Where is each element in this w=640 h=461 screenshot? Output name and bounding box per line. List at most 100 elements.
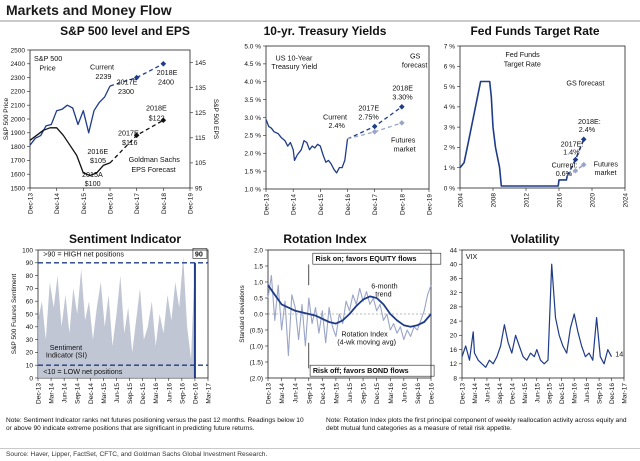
series-line (29, 127, 111, 177)
y-tick-label: 16 (450, 347, 458, 354)
y-tick-label: 2.0 % (244, 151, 261, 158)
annotation-label: US 10-Year (276, 53, 313, 62)
series-marker (133, 132, 140, 139)
plot-frame (461, 249, 625, 379)
y-tick-label: 44 (450, 247, 458, 254)
y-tick-label: 1700 (11, 158, 26, 165)
series-marker (572, 167, 579, 174)
y-tick-label: 1.0 % (244, 186, 261, 193)
annotation-label: <10 = LOW net positions (43, 367, 123, 376)
x-tick-label: 2012 (524, 193, 531, 208)
annotation-label: 2018E: (578, 117, 601, 126)
annotation-label: $105 (90, 156, 106, 165)
annotation-label: 2017E (117, 78, 138, 87)
y-tick-label: 1900 (11, 130, 26, 137)
y-tick-label: 32 (450, 290, 458, 297)
annotation-label: $116 (122, 138, 137, 147)
x-tick-label: Mar-17 (622, 383, 629, 404)
series-marker (580, 136, 587, 143)
y-tick-label: 5 % (444, 84, 455, 91)
annotation-label: 90 (195, 249, 203, 258)
series-marker (160, 117, 167, 124)
x-tick-label: Dec-13 (460, 383, 467, 404)
series-line (461, 263, 613, 368)
annotation-label: trend (375, 289, 391, 298)
annotation-label: Sentiment (50, 343, 82, 352)
y-tick-label: 2500 (11, 47, 26, 54)
y2-tick-label: 105 (195, 160, 206, 167)
panel-title-fedfunds: Fed Funds Target Rate (470, 24, 600, 38)
y-tick-label: 40 (450, 262, 458, 269)
y-tick-label: 100 (22, 247, 33, 254)
x-tick-label: 2008 (491, 193, 498, 208)
annotation-label: 2018E (392, 84, 413, 93)
annotation-label: 14 (615, 350, 623, 359)
x-tick-label: Dec-14 (88, 383, 95, 404)
series-line (267, 275, 432, 357)
series-marker (371, 123, 378, 130)
annotation-label: 0.6% (556, 169, 573, 178)
annotation-label: Goldman Sachs (129, 155, 181, 164)
annotation-label: Current: (552, 161, 578, 170)
series-marker (133, 74, 140, 81)
y-tick-label: 0.5 (254, 295, 263, 302)
y-tick-label: 0 % (444, 185, 455, 192)
plot-frame (459, 45, 626, 189)
y-tick-label: 1500 (11, 185, 26, 192)
x-tick-label: Dec-15 (140, 383, 147, 404)
annotation-label: Fed Funds (505, 50, 540, 59)
x-tick-label: Dec-18 (399, 194, 406, 215)
x-tick-label: Dec-17 (372, 194, 379, 215)
y-tick-label: 40 (26, 324, 34, 331)
annotation-label: Target Rate (504, 59, 541, 68)
y-tick-label: 5.0 % (244, 43, 261, 50)
series-marker (399, 103, 405, 110)
annotation-label: $100 (85, 179, 101, 188)
x-tick-label: Sep-15 (361, 383, 368, 404)
y-tick-label: 20 (26, 350, 34, 357)
y-tick-label: 2.0 (254, 247, 263, 254)
panel-title-rotation: Rotation Index (283, 232, 367, 246)
x-tick-label: Dec-15 (374, 383, 381, 404)
x-tick-label: Dec-13 (266, 383, 273, 404)
annotation-label: Risk off; favors BOND flows (313, 366, 409, 375)
panel-title-sp500: S&P 500 level and EPS (60, 24, 190, 38)
series-marker (399, 120, 405, 126)
annotation-label: market (594, 168, 616, 177)
y-tick-label: 4.5 % (244, 61, 261, 68)
x-tick-label: Jun-15 (534, 383, 541, 403)
y-tick-label: 3 % (444, 124, 455, 131)
x-tick-label: Jun-15 (347, 383, 354, 403)
x-tick-label: Dec-14 (54, 193, 61, 214)
y-tick-label: 2300 (11, 75, 26, 82)
x-tick-label: 2004 (458, 193, 465, 208)
annotation-label: 2239 (95, 72, 111, 81)
x-tick-label: Sep-14 (497, 383, 504, 404)
x-tick-label: Dec-16 (108, 193, 115, 214)
x-tick-label: Jun-16 (584, 383, 591, 403)
x-tick-label: Mar-15 (101, 383, 108, 404)
series-line (265, 119, 349, 174)
series-line (267, 284, 432, 328)
x-tick-label: Dec-16 (429, 383, 436, 404)
x-tick-label: Mar-15 (522, 383, 529, 404)
risk-off-box (309, 364, 435, 377)
x-tick-label: Dec-14 (291, 194, 298, 215)
x-tick-label: Sep-16 (597, 383, 604, 404)
x-tick-label: Dec-16 (609, 383, 616, 404)
annotation-label: VIX (466, 252, 478, 261)
y-tick-label: 12 (450, 361, 458, 368)
annotation-label: 2.4% (579, 125, 596, 134)
y-tick-label: 2.5 % (244, 133, 261, 140)
x-tick-label: Dec-13 (36, 383, 43, 404)
x-tick-label: Dec-15 (318, 194, 325, 215)
annotation-label: 2400 (158, 78, 174, 87)
annotation-label: Price (39, 64, 55, 73)
y-tick-label: 60 (26, 299, 34, 306)
title-divider (0, 20, 640, 22)
sentiment-note: Note: Sentiment Indicator ranks net futu… (6, 417, 304, 432)
annotation-label: market (394, 144, 416, 153)
y-tick-label: 3.0 % (244, 115, 261, 122)
